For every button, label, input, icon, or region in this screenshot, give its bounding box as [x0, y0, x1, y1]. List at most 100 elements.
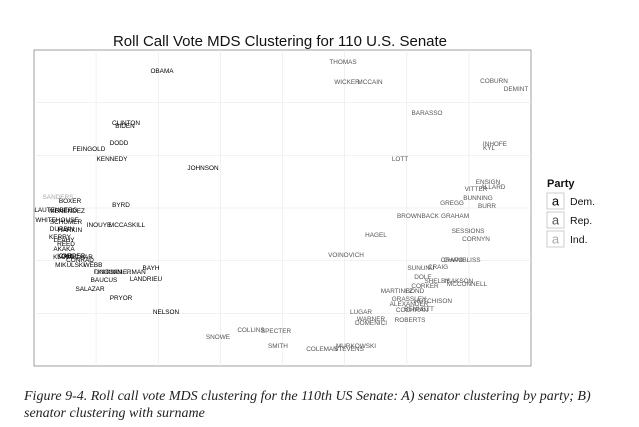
data-point-dorgan: DORGAN — [94, 269, 122, 276]
data-point-lugar: LUGAR — [350, 309, 372, 316]
data-point-sessions: SESSIONS — [452, 228, 485, 235]
data-point-biden: BIDEN — [115, 123, 135, 130]
data-point-bayh: BAYH — [143, 265, 160, 272]
data-point-sanders: SANDERS — [43, 194, 74, 201]
data-point-akaka: AKAKA — [53, 246, 75, 253]
chart-title: Roll Call Vote MDS Clustering for 110 U.… — [113, 33, 447, 50]
data-point-schumer: SCHUMER — [50, 219, 83, 226]
data-point-craig: CRAIG — [428, 264, 448, 271]
data-point-hagel: HAGEL — [365, 232, 387, 239]
data-point-gregg: GREGG — [440, 200, 464, 207]
data-point-cochran: COCHRAN — [396, 307, 429, 314]
data-point-kennedy: KENNEDY — [97, 156, 129, 163]
data-point-wicker: WICKER — [334, 79, 360, 86]
data-point-nelson: NELSON — [153, 309, 180, 316]
legend-key-box — [546, 230, 565, 248]
data-point-durbin: DURBIN — [50, 226, 75, 233]
data-point-thomas: THOMAS — [329, 59, 356, 66]
data-point-feingold: FEINGOLD — [73, 146, 106, 153]
legend-entries: a Dem. a Rep. a Ind. — [546, 192, 595, 248]
data-point-dodd: DODD — [110, 140, 129, 147]
data-point-hutchison: HUTCHISON — [414, 298, 452, 305]
data-point-specter: SPECTER — [261, 328, 292, 335]
data-point-demint: DEMINT — [504, 86, 529, 93]
data-point-obama: OBAMA — [150, 68, 174, 75]
data-point-lautenberg: LAUTENBERG — [34, 207, 77, 214]
data-point-martinez: MARTINEZ — [381, 288, 414, 295]
data-point-smith: SMITH — [268, 343, 288, 350]
data-point-klobuchar: KLOBUCHAR — [53, 254, 93, 261]
data-point-inouye: INOUYE — [87, 222, 112, 229]
data-point-graham: GRAHAM — [441, 213, 469, 220]
data-point-allard: ALLARD — [481, 184, 506, 191]
data-point-bond: BOND — [406, 288, 425, 295]
data-point-coleman: COLEMAN — [306, 346, 338, 353]
data-point-kohl: KOHL — [57, 253, 75, 260]
data-point-corker: CORKER — [411, 283, 439, 290]
data-point-conrad: CONRAD — [66, 257, 94, 264]
legend-key-box — [546, 211, 565, 229]
data-point-kyl: KYL — [483, 145, 496, 152]
data-point-domenici: DOMENICI — [355, 320, 387, 327]
data-point-snowe: SNOWE — [206, 334, 230, 341]
data-point-lott: LOTT — [392, 156, 408, 163]
data-point-ensign: ENSIGN — [476, 179, 501, 186]
data-point-salazar: SALAZAR — [75, 286, 105, 293]
data-point-mikulski: MIKULSKI — [55, 262, 85, 269]
data-point-mccaskill: MCCASKILL — [109, 222, 146, 229]
data-point-leahy: LEAHY — [54, 237, 76, 244]
data-point-chambliss: CHAMBLISS — [444, 257, 481, 264]
data-point-boxer: BOXER — [59, 198, 82, 205]
data-point-webb: WEBB — [84, 262, 103, 269]
legend-key-symbol: a — [552, 232, 560, 247]
legend-label-dem: Dem. — [570, 196, 595, 208]
data-point-alexander: ALEXANDER — [390, 301, 429, 308]
data-point-collins: COLLINS — [237, 327, 264, 334]
data-point-brownback: BROWNBACK — [397, 213, 440, 220]
data-point-inhofe: INHOFE — [483, 141, 507, 148]
data-point-clinton: CLINTON — [112, 120, 140, 127]
data-point-carper: CARPER — [59, 253, 86, 260]
data-point-cornyn: CORNYN — [462, 236, 490, 243]
data-point-mccain: MCCAIN — [357, 79, 383, 86]
legend: Party a Dem. a Rep. a Ind. — [546, 178, 595, 248]
data-point-grassley: GRASSLEY — [392, 296, 427, 303]
data-point-dole: DOLE — [414, 274, 431, 281]
figure-caption: Figure 9-4. Roll call vote MDS clusterin… — [24, 389, 591, 421]
data-point-stevens: STEVENS — [334, 346, 364, 353]
data-point-lieberman: LIEBERMAN — [94, 269, 131, 276]
data-point-johnson: JOHNSON — [187, 165, 219, 172]
data-point-pryor: PRYOR — [110, 295, 133, 302]
data-point-crapo: CRAPO — [441, 257, 464, 264]
data-point-reed: REED — [57, 241, 75, 248]
data-point-isakson: ISAKSON — [445, 278, 474, 285]
data-point-shelby: SHELBY — [424, 278, 450, 285]
legend-label-ind: Ind. — [570, 234, 588, 246]
data-point-roberts: ROBERTS — [395, 317, 426, 324]
data-point-bunning: BUNNING — [463, 195, 492, 202]
data-point-menendez: MENENDEZ — [49, 208, 85, 215]
data-point-zimmerman: ZIMMERMAN — [106, 269, 146, 276]
data-point-lincoln: LINCOLN — [94, 269, 122, 276]
data-point-mcconnell: MCCONNELL — [447, 281, 488, 288]
data-point-harkin: HARKIN — [58, 227, 83, 234]
data-point-warner: WARNER — [357, 316, 386, 323]
data-point-voinovich: VOINOVICH — [328, 252, 364, 259]
legend-key-symbol: a — [552, 213, 560, 228]
legend-key-symbol: a — [552, 194, 560, 209]
data-point-murkowski: MURKOWSKI — [336, 343, 376, 350]
data-point-byrd: BYRD — [112, 202, 130, 209]
gridlines — [34, 50, 531, 366]
data-point-sununu: SUNUNU — [407, 265, 435, 272]
data-point-kerry: KERRY — [49, 234, 72, 241]
data-point-barasso: BARASSO — [412, 110, 443, 117]
data-point-whitehouse: WHITEHOUSE — [35, 217, 78, 224]
legend-key-box — [546, 192, 565, 210]
data-point-landrieu: LANDRIEU — [130, 276, 163, 283]
data-point-burr: BURR — [478, 203, 496, 210]
data-point-vitter: VITTER — [465, 186, 488, 193]
data-point-baucus: BAUCUS — [91, 277, 118, 284]
data-point-bennett: BENNETT — [404, 306, 434, 313]
